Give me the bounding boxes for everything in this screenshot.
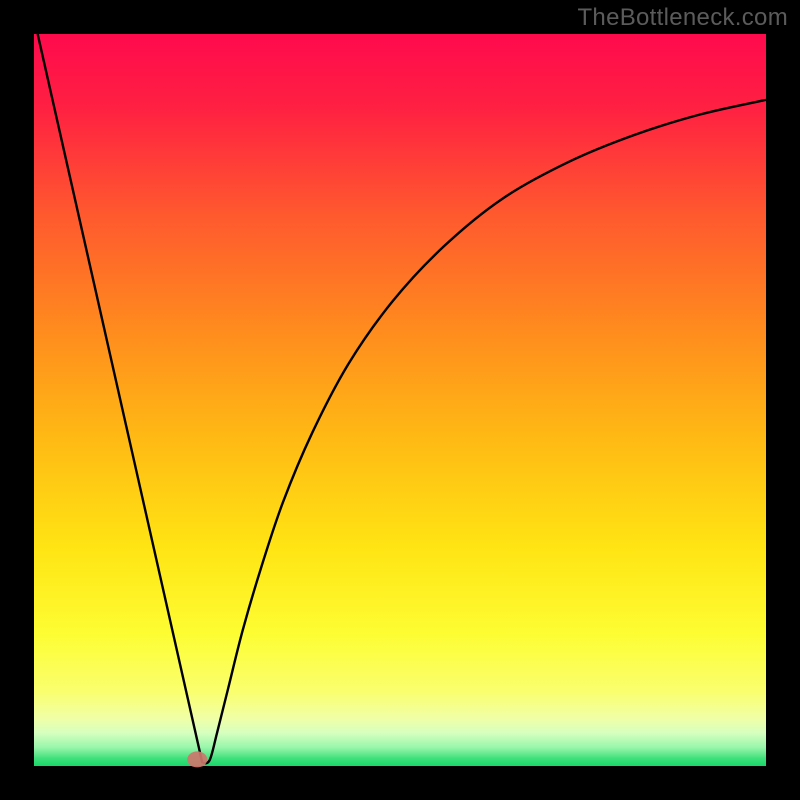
watermark-text: TheBottleneck.com — [577, 4, 788, 32]
curve-left-branch — [38, 34, 203, 763]
curve-right-branch — [202, 100, 766, 763]
chart-stage: TheBottleneck.com — [0, 0, 800, 800]
bottleneck-curve — [34, 34, 766, 766]
optimal-point-marker — [187, 751, 207, 767]
plot-area — [34, 34, 766, 766]
